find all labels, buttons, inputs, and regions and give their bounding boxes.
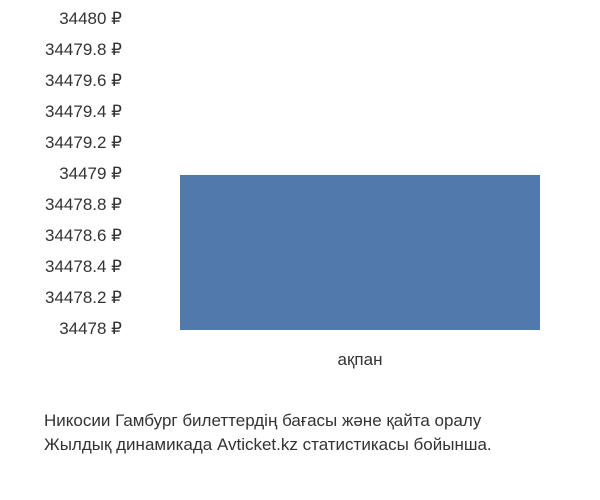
plot-area [130, 20, 585, 330]
chart-caption: Никосии Гамбург билеттердің бағасы және … [44, 409, 492, 458]
x-axis-label: ақпан [338, 350, 383, 370]
caption-line-1: Никосии Гамбург билеттердің бағасы және … [44, 409, 492, 434]
y-tick: 34480 ₽ [59, 9, 122, 29]
y-tick: 34478.2 ₽ [45, 288, 122, 308]
y-tick: 34479.8 ₽ [45, 40, 122, 60]
y-tick: 34478.8 ₽ [45, 195, 122, 215]
y-tick: 34479.6 ₽ [45, 71, 122, 91]
chart-container: 34480 ₽ 34479.8 ₽ 34479.6 ₽ 34479.4 ₽ 34… [0, 0, 600, 500]
caption-line-2: Жылдық динамикада Avticket.kz статистика… [44, 433, 492, 458]
y-tick: 34478 ₽ [59, 319, 122, 339]
y-tick: 34479 ₽ [59, 164, 122, 184]
y-tick: 34479.4 ₽ [45, 102, 122, 122]
y-tick: 34479.2 ₽ [45, 133, 122, 153]
y-tick: 34478.6 ₽ [45, 226, 122, 246]
y-tick: 34478.4 ₽ [45, 257, 122, 277]
bar-feb [180, 175, 540, 330]
